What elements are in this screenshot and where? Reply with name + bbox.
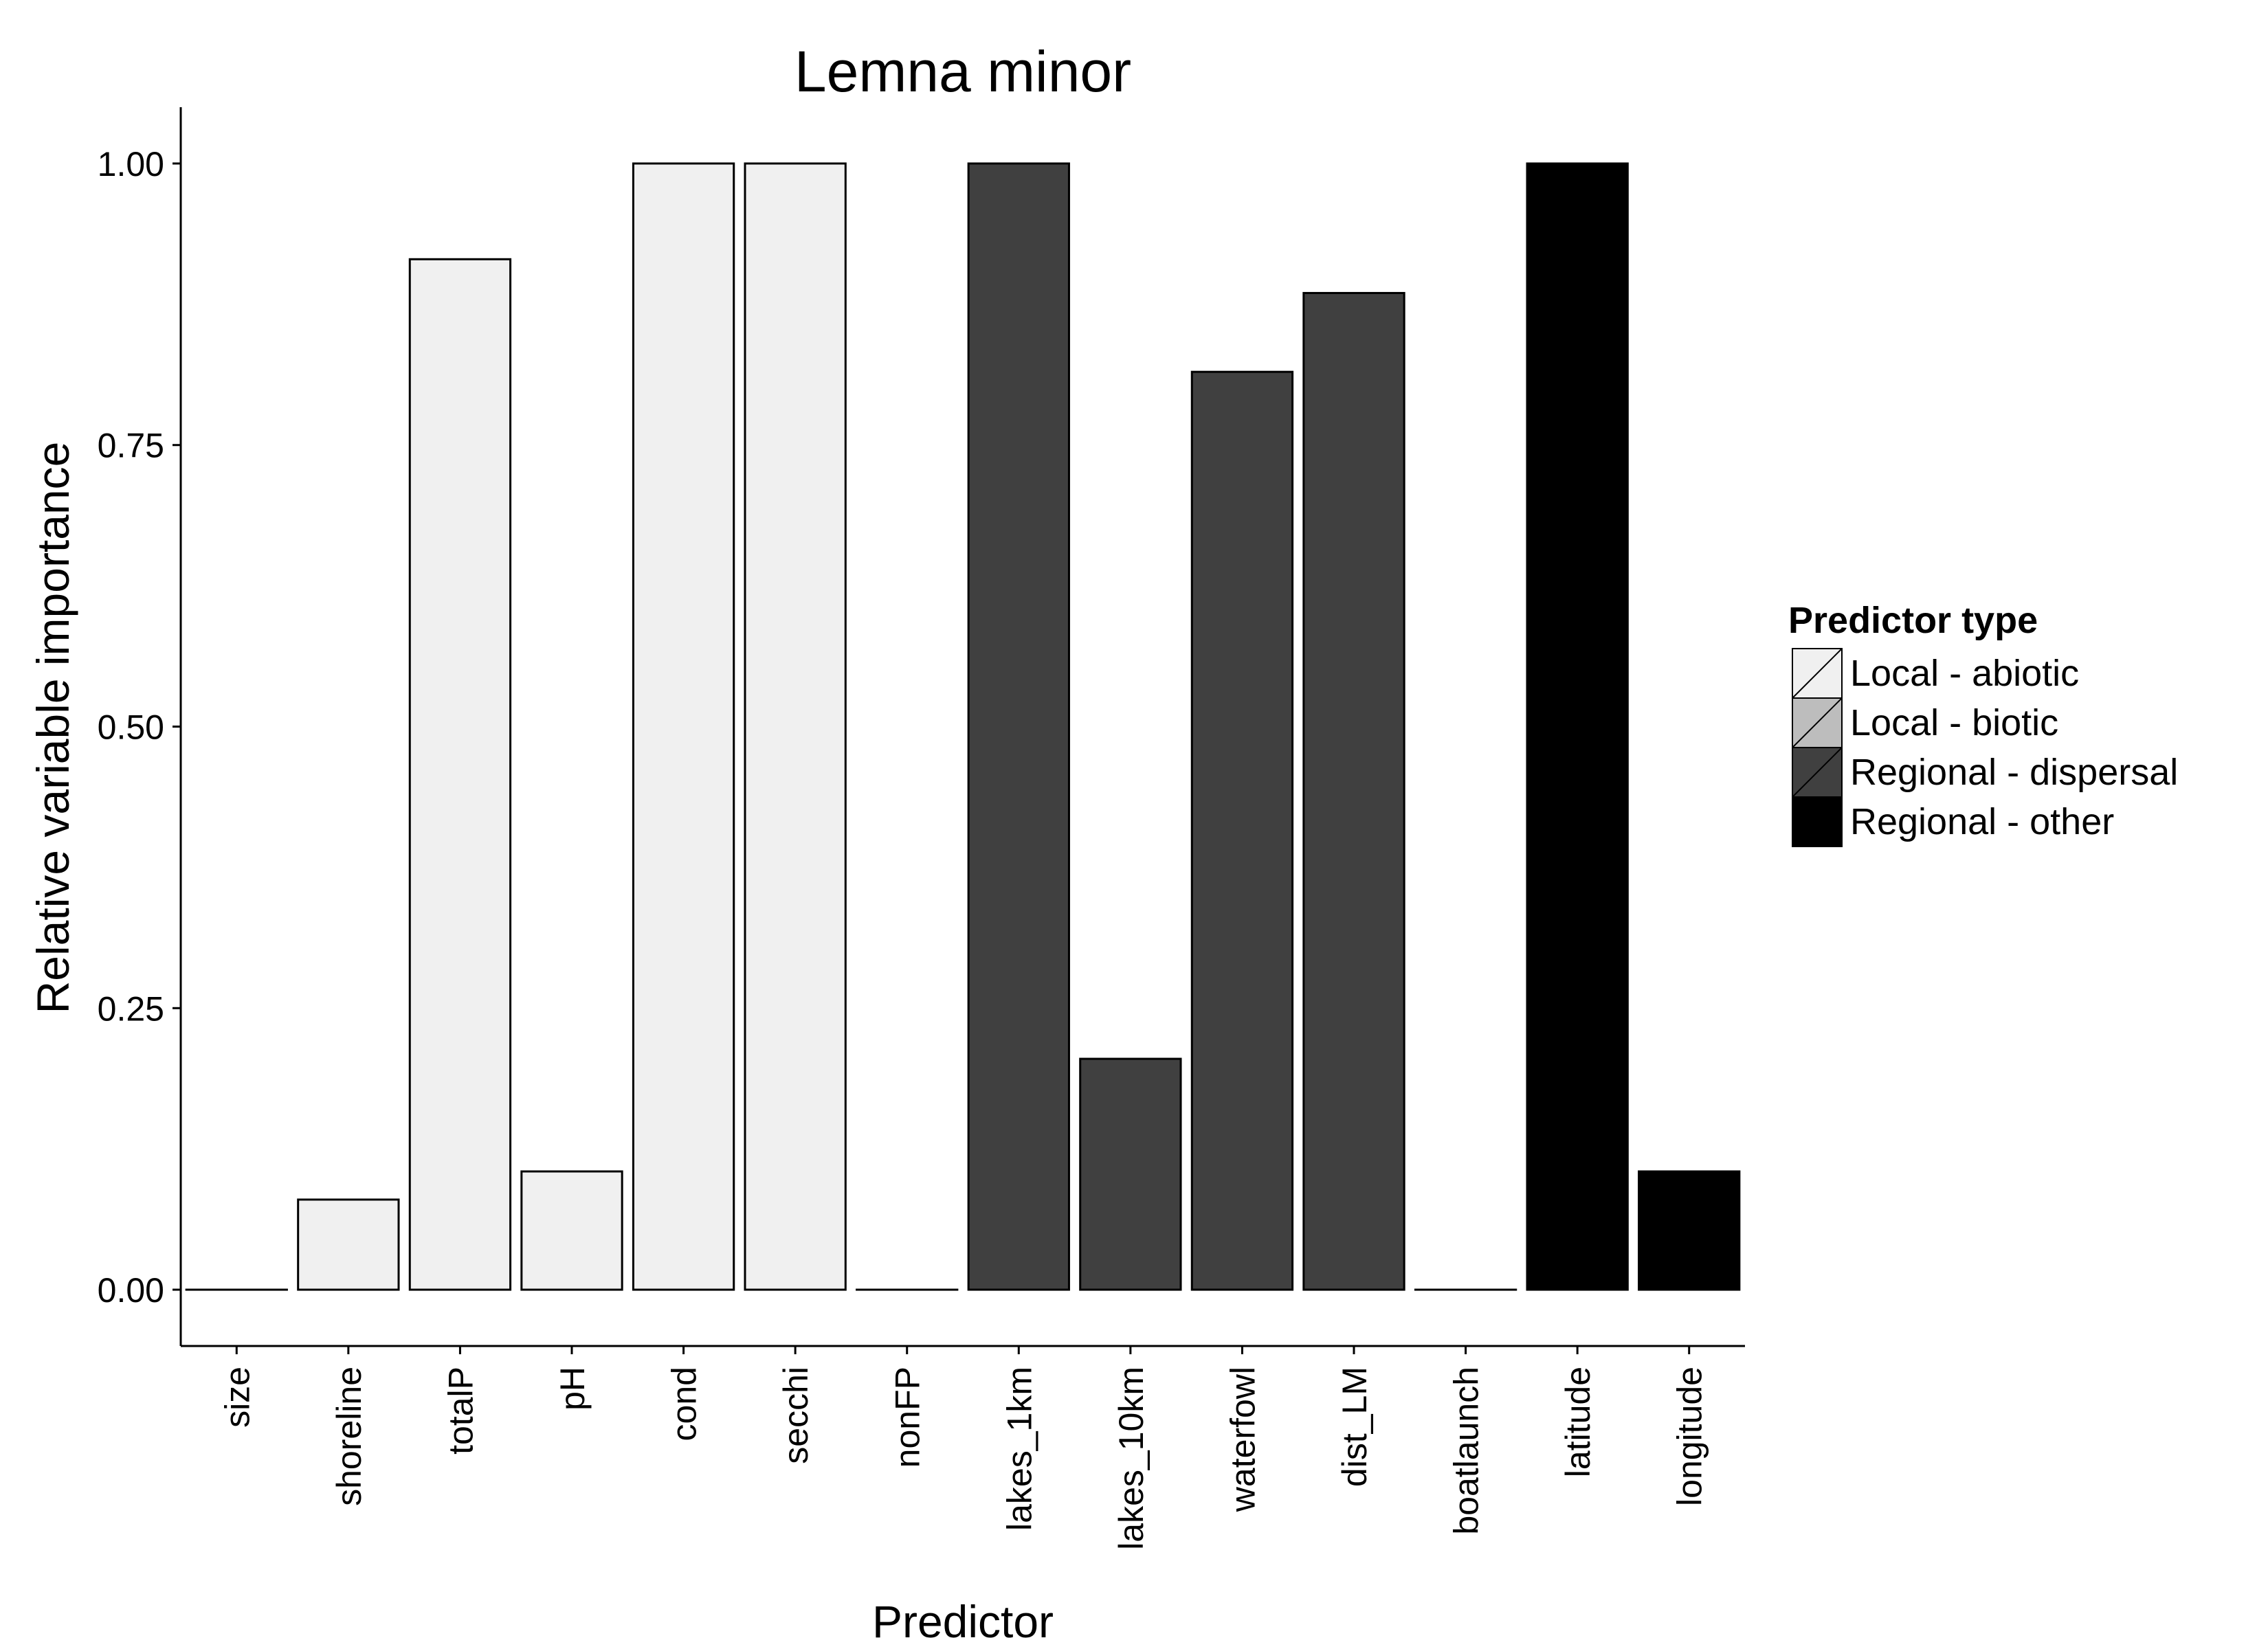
legend-key-slash	[1792, 648, 1843, 699]
x-tick-label: longitude	[1671, 1367, 1709, 1506]
x-tick-label: size	[218, 1367, 256, 1428]
x-tick-label: lakes_1km	[1000, 1367, 1038, 1531]
y-tick-label: 0.00	[98, 1271, 164, 1310]
x-tick-label: nonFP	[889, 1367, 927, 1468]
bar-latitude	[1526, 162, 1629, 1291]
bar-lakes_10km	[1079, 1057, 1182, 1291]
x-tick-label: shoreline	[330, 1367, 368, 1506]
bar-secchi	[744, 162, 847, 1291]
legend: Predictor type Local - abiotic Local - bi…	[1788, 600, 2178, 847]
y-tick-label: 1.00	[98, 145, 164, 183]
y-tick-label: 0.75	[98, 427, 164, 465]
x-tick-label: cond	[665, 1367, 704, 1441]
bar-shoreline	[297, 1198, 400, 1291]
x-tick-label: pH	[553, 1367, 592, 1411]
chart-title: Lemna minor	[794, 39, 1131, 104]
x-tick-label: waterfowl	[1223, 1367, 1262, 1512]
bar-dist_LM	[1302, 291, 1405, 1291]
x-ticks-group: size shoreline totalP pH cond secchi nonFP lake…	[218, 1346, 1709, 1550]
bar-totalP	[408, 258, 512, 1291]
y-axis-title: Relative variable importance	[27, 442, 78, 1014]
legend-key-slash	[1792, 697, 1843, 748]
bar-cond	[632, 162, 735, 1291]
legend-items: Local - abiotic Local - biotic Regional - …	[1792, 648, 2178, 847]
bar-longitude	[1638, 1170, 1741, 1291]
legend-label: Regional - other	[1850, 801, 2114, 842]
x-tick-label: dist_LM	[1335, 1367, 1374, 1487]
y-ticks-group: 0.00 0.25 0.50 0.75 1.00	[98, 145, 181, 1310]
x-tick-label: secchi	[777, 1367, 815, 1464]
bars-group	[185, 162, 1741, 1291]
x-tick-label: totalP	[441, 1367, 480, 1455]
legend-title: Predictor type	[1788, 600, 2038, 641]
bar-waterfowl	[1190, 370, 1294, 1291]
plot-area: 0.00 0.25 0.50 0.75 1.00 size shoreline totalP…	[98, 107, 1745, 1550]
legend-label: Regional - dispersal	[1850, 752, 2178, 793]
x-tick-label: boatlaunch	[1447, 1367, 1486, 1535]
legend-label: Local - biotic	[1850, 702, 2058, 743]
bar-lakes_1km	[967, 162, 1070, 1291]
legend-key-slash	[1792, 796, 1843, 847]
x-tick-label: latitude	[1559, 1367, 1597, 1477]
x-tick-label: lakes_10km	[1112, 1367, 1150, 1550]
y-tick-label: 0.25	[98, 989, 164, 1028]
bar-pH	[520, 1170, 623, 1291]
legend-label: Local - abiotic	[1850, 653, 2079, 694]
x-axis-title: Predictor	[872, 1596, 1054, 1647]
y-tick-label: 0.50	[98, 708, 164, 747]
legend-key-slash	[1792, 747, 1843, 798]
